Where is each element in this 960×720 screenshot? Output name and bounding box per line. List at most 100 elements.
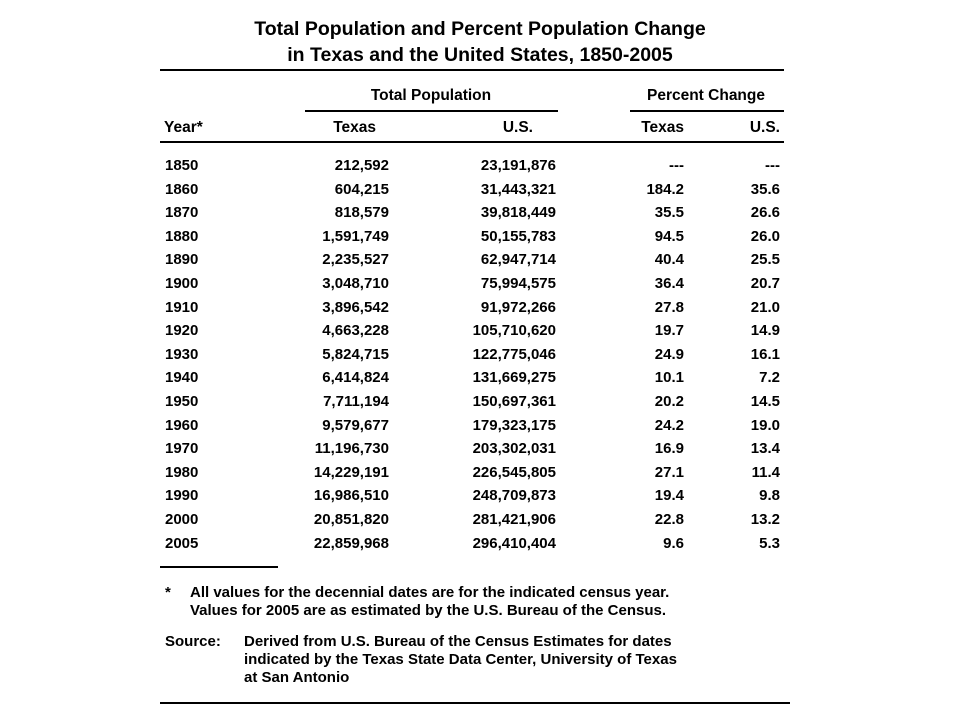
cell-pct-texas: 24.2 (654, 416, 684, 434)
cell-year: 1920 (165, 322, 199, 340)
cell-year: 1860 (165, 180, 199, 198)
cell-year: 1870 (165, 204, 199, 222)
source-line-2: indicated by the Texas State Data Center… (244, 651, 677, 668)
cell-total-us: 150,697,361 (472, 393, 556, 410)
cell-total-us: 31,443,321 (480, 180, 556, 198)
cell-total-us: 105,710,620 (472, 322, 556, 340)
cell-year: 1910 (165, 298, 199, 316)
cell-pct-us: 7.2 (759, 369, 780, 387)
cell-total-texas: 20,851,820 (313, 511, 389, 528)
source-line-3: at San Antonio (244, 669, 350, 686)
cell-total-texas: 604,215 (334, 180, 389, 198)
cell-total-us: 248,709,873 (472, 487, 556, 505)
cell-total-us: 226,545,805 (472, 463, 556, 481)
group-header-total-population: Total Population (370, 87, 492, 104)
cell-pct-us: 14.5 (750, 393, 780, 410)
cell-total-us: 91,972,266 (480, 298, 556, 316)
cell-total-us: 75,994,575 (480, 275, 556, 292)
cell-pct-texas: 27.8 (654, 298, 684, 316)
cell-pct-us: 20.7 (750, 275, 780, 292)
cell-pct-texas: 19.7 (654, 322, 684, 340)
cell-year: 1880 (165, 227, 199, 245)
cell-pct-us: 26.0 (750, 227, 780, 245)
cell-year: 1930 (165, 345, 199, 363)
cell-pct-us: 5.3 (759, 534, 780, 552)
cell-year: 1960 (165, 416, 199, 434)
cell-pct-texas: 19.4 (654, 487, 684, 505)
cell-pct-us: --- (765, 157, 780, 174)
bottom-rule (160, 702, 790, 704)
cell-year: 1990 (165, 487, 199, 505)
cell-total-texas: 14,229,191 (313, 463, 389, 481)
column-header-pct-us: U.S. (749, 119, 780, 136)
cell-total-texas: 3,896,542 (322, 298, 389, 316)
cell-year: 1890 (165, 251, 199, 269)
source-line-1: Derived from U.S. Bureau of the Census E… (244, 633, 672, 650)
cell-total-texas: 212,592 (334, 157, 389, 174)
table-title-line-2: in Texas and the United States, 1850-200… (287, 44, 673, 66)
cell-year: 1900 (165, 275, 199, 292)
cell-pct-texas: 10.1 (654, 369, 684, 387)
cell-pct-texas: 27.1 (654, 463, 684, 481)
cell-pct-texas: 20.2 (654, 393, 684, 410)
table-title-line-1: Total Population and Percent Population … (254, 18, 706, 40)
cell-total-us: 50,155,783 (480, 227, 556, 245)
cell-total-us: 122,775,046 (472, 345, 556, 363)
cell-pct-us: 19.0 (750, 416, 780, 434)
cell-total-us: 281,421,906 (472, 511, 556, 528)
cell-total-us: 62,947,714 (480, 251, 556, 269)
cell-year: 1950 (165, 393, 199, 410)
cell-total-us: 203,302,031 (472, 440, 556, 458)
cell-pct-texas: 184.2 (646, 180, 684, 198)
cell-pct-texas: --- (669, 157, 684, 174)
column-header-pct-texas: Texas (641, 119, 684, 136)
group-rule-total-population (305, 110, 558, 112)
cell-total-us: 131,669,275 (472, 369, 556, 387)
cell-pct-texas: 24.9 (654, 345, 684, 363)
cell-pct-texas: 94.5 (654, 227, 684, 245)
cell-pct-us: 9.8 (759, 487, 780, 505)
group-rule-percent-change (630, 110, 784, 112)
cell-pct-us: 26.6 (750, 204, 780, 222)
cell-total-texas: 818,579 (334, 204, 389, 222)
cell-total-us: 23,191,876 (480, 157, 556, 174)
cell-year: 2005 (165, 534, 199, 552)
cell-total-texas: 7,711,194 (323, 393, 389, 410)
cell-total-texas: 9,579,677 (322, 416, 389, 434)
source-label: Source: (165, 633, 221, 650)
cell-pct-us: 13.4 (750, 440, 780, 458)
group-header-percent-change: Percent Change (646, 87, 765, 104)
cell-pct-texas: 36.4 (654, 275, 684, 292)
cell-total-texas: 5,824,715 (322, 345, 389, 363)
cell-pct-us: 21.0 (750, 298, 780, 316)
cell-pct-us: 16.1 (750, 345, 780, 363)
cell-pct-us: 11.4 (751, 463, 780, 481)
column-header-total-texas: Texas (333, 119, 376, 136)
cell-total-texas: 4,663,228 (322, 322, 389, 340)
cell-pct-texas: 35.5 (654, 204, 684, 222)
cell-total-texas: 6,414,824 (322, 369, 389, 387)
year-column-end-rule (160, 566, 278, 568)
column-header-year: Year* (164, 119, 203, 136)
cell-pct-us: 35.6 (750, 180, 780, 198)
cell-total-texas: 2,235,527 (322, 251, 389, 269)
cell-year: 1940 (165, 369, 199, 387)
footnote-line-2: Values for 2005 are as estimated by the … (190, 602, 667, 619)
cell-total-texas: 1,591,749 (322, 227, 389, 245)
cell-pct-texas: 40.4 (654, 251, 684, 269)
cell-total-texas: 11,196,730 (314, 440, 389, 458)
cell-total-us: 39,818,449 (480, 204, 556, 222)
cell-pct-texas: 16.9 (654, 440, 684, 458)
footnote-marker: * (165, 584, 171, 601)
cell-total-texas: 3,048,710 (322, 275, 389, 292)
footnote-line-1: All values for the decennial dates are f… (190, 584, 670, 601)
cell-year: 1980 (165, 463, 199, 481)
cell-pct-texas: 9.6 (663, 534, 684, 552)
top-rule (160, 69, 784, 71)
cell-year: 1850 (165, 157, 199, 174)
column-header-total-us: U.S. (502, 119, 533, 136)
cell-year: 2000 (165, 511, 199, 528)
header-rule (160, 141, 784, 143)
cell-total-texas: 16,986,510 (313, 487, 389, 505)
cell-pct-us: 25.5 (750, 251, 780, 269)
